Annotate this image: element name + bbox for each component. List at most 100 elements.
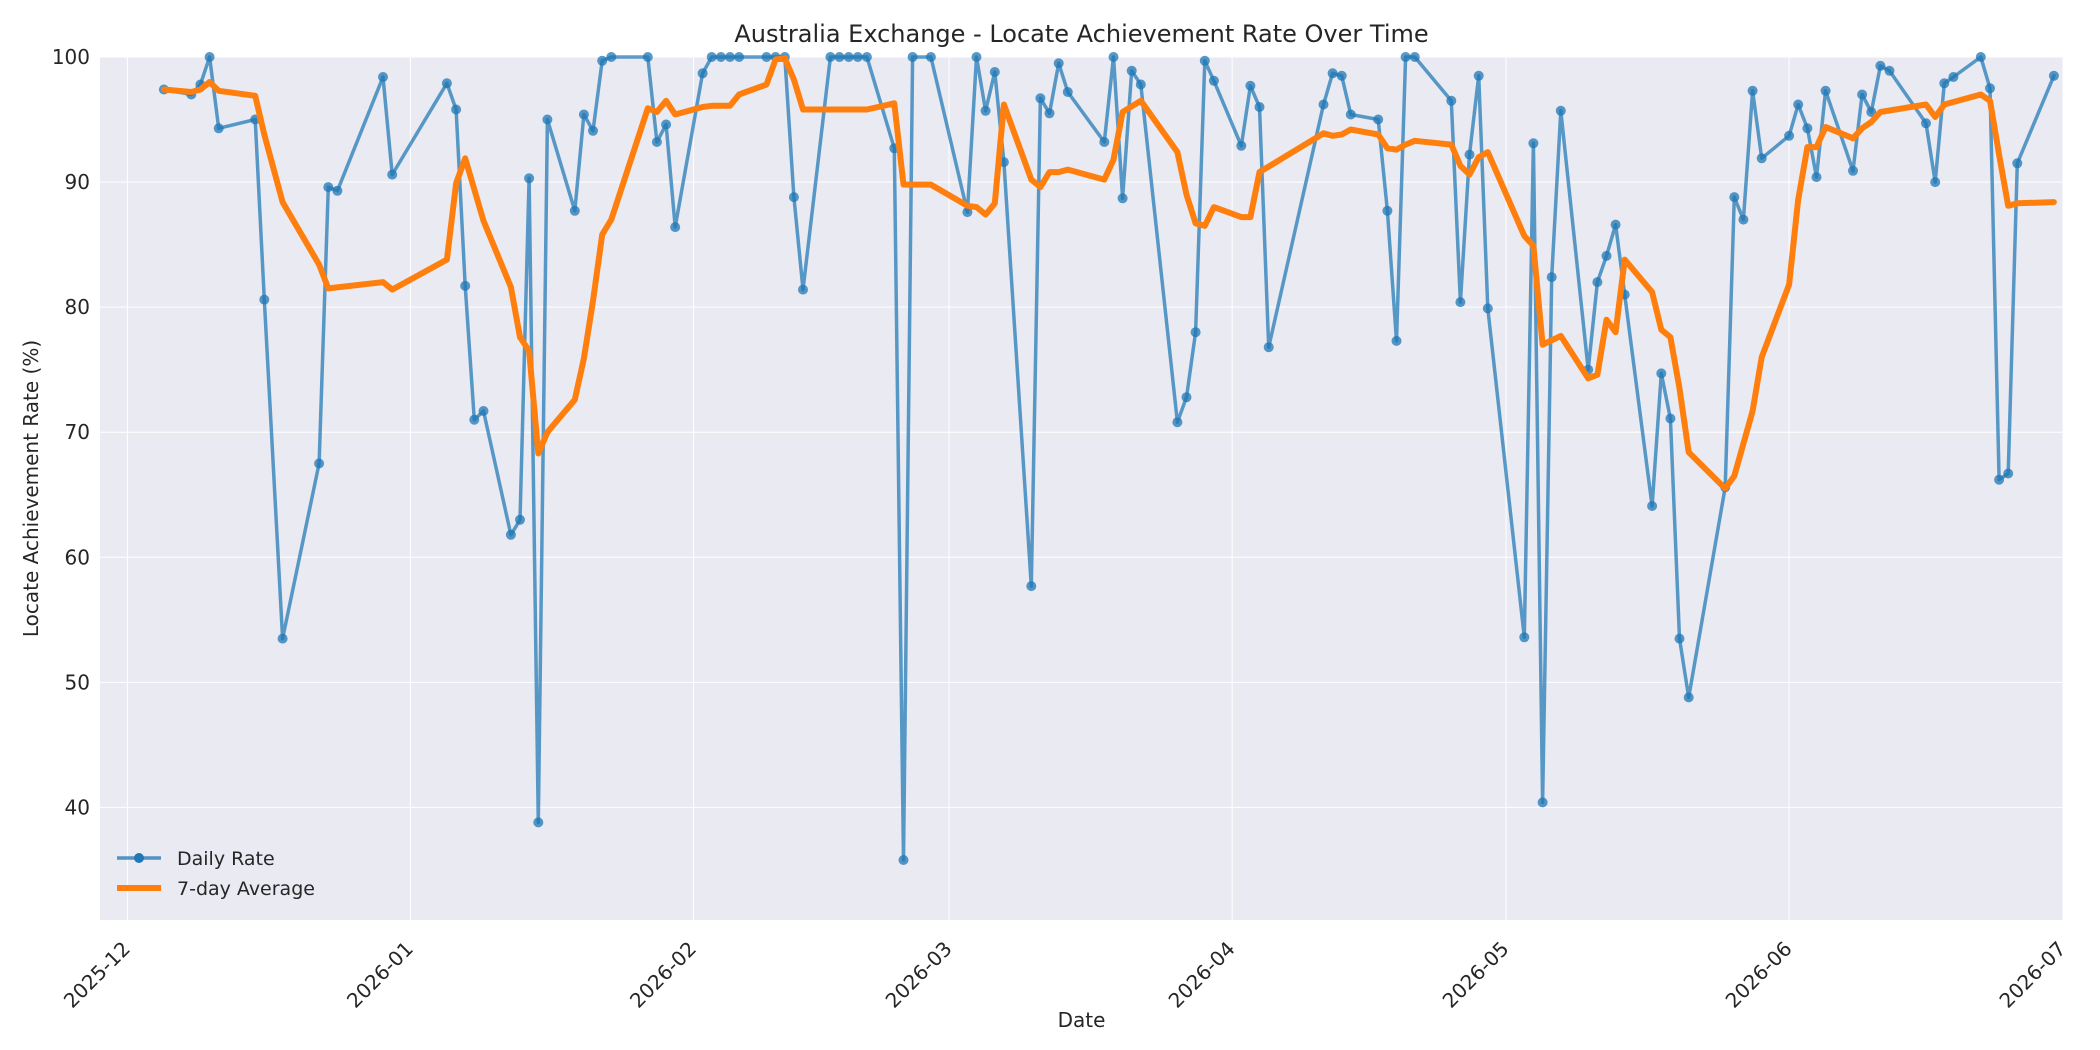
daily-rate-point xyxy=(1857,89,1868,100)
daily-rate-point xyxy=(825,52,836,62)
daily-rate-point xyxy=(725,52,735,62)
daily-rate-point xyxy=(1026,581,1037,592)
y-tick-label: 80 xyxy=(65,295,90,319)
daily-rate-point xyxy=(478,406,489,416)
daily-rate-point xyxy=(505,529,516,540)
daily-rate-point xyxy=(1656,368,1667,379)
daily-rate-point xyxy=(2003,468,2014,479)
y-tick-label: 60 xyxy=(65,545,90,569)
daily-rate-point xyxy=(1939,78,1950,89)
daily-rate-point xyxy=(651,137,662,147)
daily-rate-point xyxy=(661,119,672,130)
daily-rate-point xyxy=(1674,633,1685,644)
daily-rate-point xyxy=(1729,192,1740,203)
daily-rate-point xyxy=(1555,105,1566,116)
daily-rate-point xyxy=(1756,153,1767,164)
daily-rate-point xyxy=(798,284,808,295)
series-layer xyxy=(158,52,2059,865)
y-tick-label: 70 xyxy=(65,420,90,444)
daily-rate-point xyxy=(925,52,936,62)
y-tick-label: 40 xyxy=(65,795,90,819)
daily-rate-point xyxy=(387,169,398,180)
daily-rate-point xyxy=(533,817,544,828)
daily-rate-point xyxy=(1482,303,1493,314)
legend: Daily Rate 7-day Average xyxy=(117,848,315,900)
daily-rate-point xyxy=(2048,70,2059,81)
daily-rate-point xyxy=(1455,297,1466,308)
daily-rate-point xyxy=(1409,52,1420,62)
daily-rate-point xyxy=(706,52,717,62)
daily-rate-point xyxy=(1181,392,1192,403)
daily-rate-point xyxy=(1053,58,1064,69)
daily-rate-point xyxy=(1263,342,1274,353)
series-7day-average xyxy=(160,55,2057,492)
daily-rate-point xyxy=(323,182,334,193)
legend-item: Daily Rate xyxy=(117,848,275,870)
daily-rate-point xyxy=(1062,87,1073,97)
y-axis-label: Locate Achievement Rate (%) xyxy=(19,340,43,637)
chart-title: Australia Exchange - Locate Achievement … xyxy=(734,20,1428,48)
daily-rate-point xyxy=(1985,83,1995,94)
daily-rate-point xyxy=(980,105,991,116)
daily-rate-point xyxy=(277,633,288,644)
daily-rate-point xyxy=(1884,65,1895,76)
daily-rate-point xyxy=(1665,413,1676,424)
daily-rate-point xyxy=(1254,102,1265,112)
daily-rate-point xyxy=(788,192,799,203)
y-tick-label: 100 xyxy=(52,45,90,69)
daily-rate-point xyxy=(1400,52,1411,62)
daily-rate-point xyxy=(597,55,608,66)
daily-rate-point xyxy=(1875,60,1886,71)
daily-rate-point xyxy=(1135,79,1146,90)
daily-rate-point xyxy=(569,205,580,216)
daily-rate-point xyxy=(1975,52,1986,62)
daily-rate-point xyxy=(204,52,215,62)
legend-item: 7-day Average xyxy=(117,878,315,900)
y-axis-ticks: 40 50 60 70 80 90 100 xyxy=(52,45,90,819)
daily-rate-point xyxy=(1601,250,1612,261)
daily-rate-point xyxy=(1336,70,1347,81)
daily-rate-point xyxy=(734,52,745,62)
daily-rate-point xyxy=(1327,68,1338,79)
daily-rate-point xyxy=(1208,75,1219,86)
daily-rate-point xyxy=(469,414,480,425)
daily-rate-point xyxy=(1528,138,1539,149)
daily-rate-point xyxy=(715,52,726,62)
x-axis-label: Date xyxy=(1058,1008,1106,1032)
daily-rate-point xyxy=(1172,417,1183,428)
daily-rate-point xyxy=(1683,692,1694,703)
daily-rate-point xyxy=(1318,99,1329,110)
daily-rate-point xyxy=(1464,149,1475,160)
plot-area xyxy=(100,57,2063,920)
daily-rate-point xyxy=(1519,632,1530,643)
daily-rate-point xyxy=(989,67,1000,77)
daily-rate-point xyxy=(1446,95,1457,106)
daily-rate-point xyxy=(907,52,918,62)
daily-rate-point xyxy=(213,123,224,134)
grid-lines xyxy=(100,56,2064,920)
daily-rate-point xyxy=(524,173,535,184)
daily-rate-point xyxy=(852,52,863,62)
daily-rate-point xyxy=(1811,172,1822,183)
daily-rate-point xyxy=(1610,219,1621,230)
seven-day-average-line xyxy=(160,55,2057,492)
daily-rate-point xyxy=(861,52,872,62)
daily-rate-point xyxy=(259,294,270,305)
daily-rate-point xyxy=(515,514,525,525)
daily-rate-point xyxy=(1108,52,1119,62)
daily-rate-point xyxy=(1035,93,1046,104)
daily-rate-point xyxy=(898,855,909,865)
daily-rate-point xyxy=(1546,272,1557,283)
daily-rate-point xyxy=(378,72,388,82)
daily-rate-point xyxy=(1190,327,1201,338)
daily-rate-point xyxy=(1236,140,1247,151)
daily-rate-point xyxy=(1793,99,1804,110)
daily-rate-point xyxy=(642,52,653,62)
daily-rate-point xyxy=(670,222,681,233)
daily-rate-point xyxy=(1373,114,1384,125)
legend-label: 7-day Average xyxy=(177,878,315,900)
daily-rate-point xyxy=(1921,118,1931,129)
daily-rate-point xyxy=(451,104,462,115)
legend-marker xyxy=(134,853,144,863)
daily-rate-point xyxy=(1784,130,1795,141)
